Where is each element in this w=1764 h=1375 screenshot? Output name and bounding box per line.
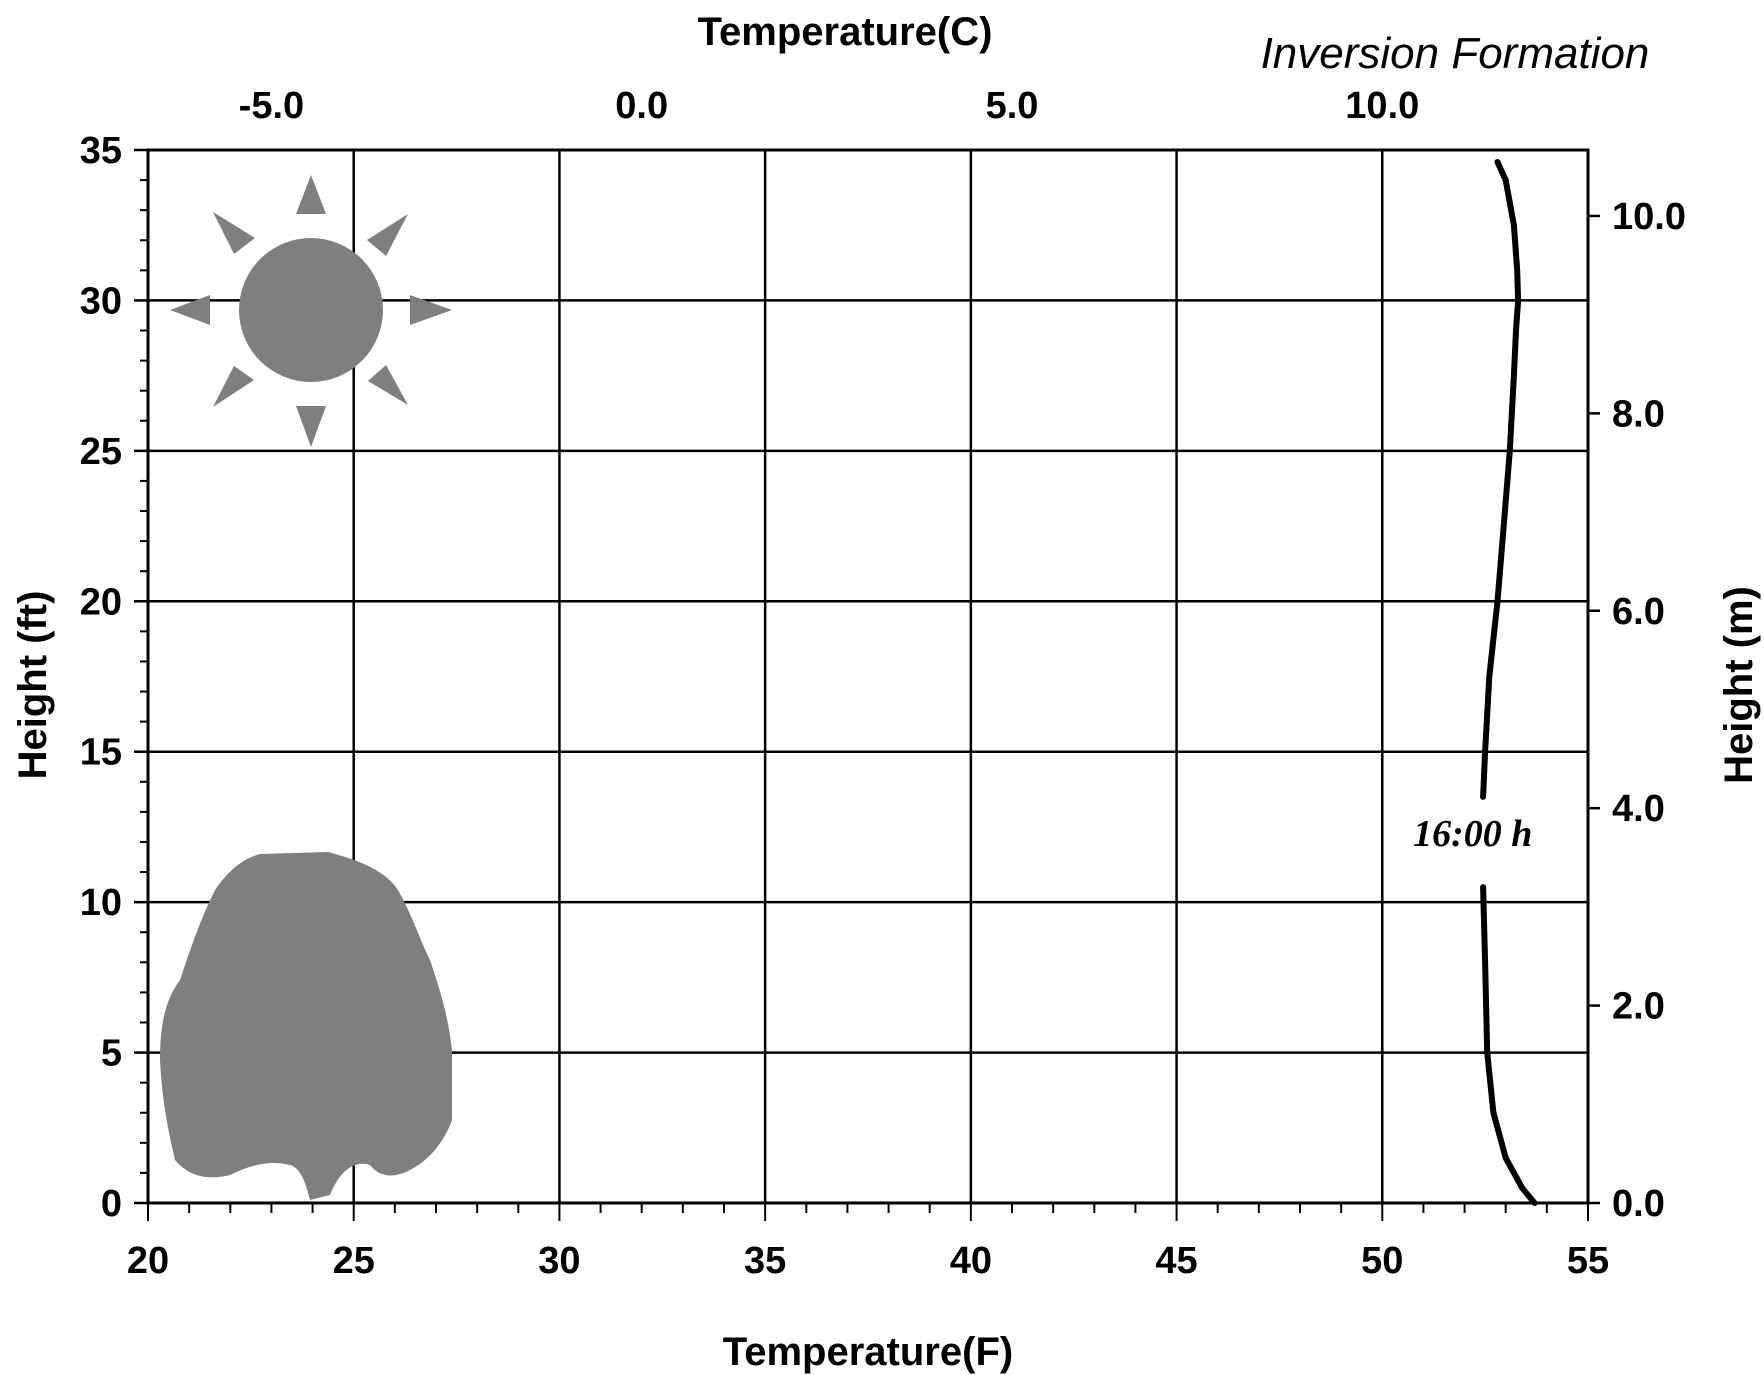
y-axis-title: Height (ft) — [11, 591, 55, 780]
y-tick-label: 25 — [80, 431, 122, 473]
chart-title: Inversion Formation — [1261, 29, 1650, 78]
y2-tick-label: 0.0 — [1612, 1183, 1665, 1225]
minor-ticks — [134, 148, 1600, 1221]
plot-frame — [146, 148, 1590, 1205]
x2-tick-label: 10.0 — [1345, 85, 1419, 127]
y-tick-label: 20 — [80, 581, 122, 623]
sun-icon — [170, 175, 452, 447]
y-tick-label: 10 — [80, 882, 122, 924]
x-tick-label: 20 — [127, 1240, 169, 1282]
x2-tick-label: -5.0 — [239, 85, 304, 127]
x-tick-label: 55 — [1567, 1240, 1609, 1282]
x2-tick-label: 0.0 — [615, 85, 668, 127]
y-tick-label: 0 — [101, 1183, 122, 1225]
y2-tick-label: 10.0 — [1612, 196, 1686, 238]
series-line — [1480, 884, 1538, 1206]
y-tick-label: 5 — [101, 1033, 122, 1075]
tick-labels: 20 25 30 35 40 45 50 55 0 5 10 15 20 25 30 35 -5.0 0.0 5.0… — [80, 85, 1686, 1282]
x-tick-label: 50 — [1361, 1240, 1403, 1282]
x-tick-label: 35 — [744, 1240, 786, 1282]
x-tick-label: 45 — [1155, 1240, 1197, 1282]
x2-tick-label: 5.0 — [986, 85, 1039, 127]
x-tick-label: 30 — [538, 1240, 580, 1282]
y2-tick-label: 2.0 — [1612, 986, 1665, 1028]
y-tick-label: 35 — [80, 130, 122, 172]
y2-tick-label: 6.0 — [1612, 591, 1665, 633]
x-axis-title: Temperature(F) — [723, 1330, 1013, 1374]
series-label-16h: 16:00 h — [1413, 813, 1532, 855]
y2-tick-label: 8.0 — [1612, 393, 1665, 435]
tree-icon — [160, 852, 452, 1200]
y-tick-label: 15 — [80, 732, 122, 774]
series-line — [1480, 159, 1522, 800]
y2-tick-label: 4.0 — [1612, 788, 1665, 830]
x2-axis-title: Temperature(C) — [698, 10, 993, 54]
x-tick-label: 40 — [950, 1240, 992, 1282]
series-group — [1480, 159, 1538, 1206]
x-tick-label: 25 — [333, 1240, 375, 1282]
y2-axis-title: Height (m) — [1717, 586, 1761, 784]
y-tick-label: 30 — [80, 280, 122, 322]
